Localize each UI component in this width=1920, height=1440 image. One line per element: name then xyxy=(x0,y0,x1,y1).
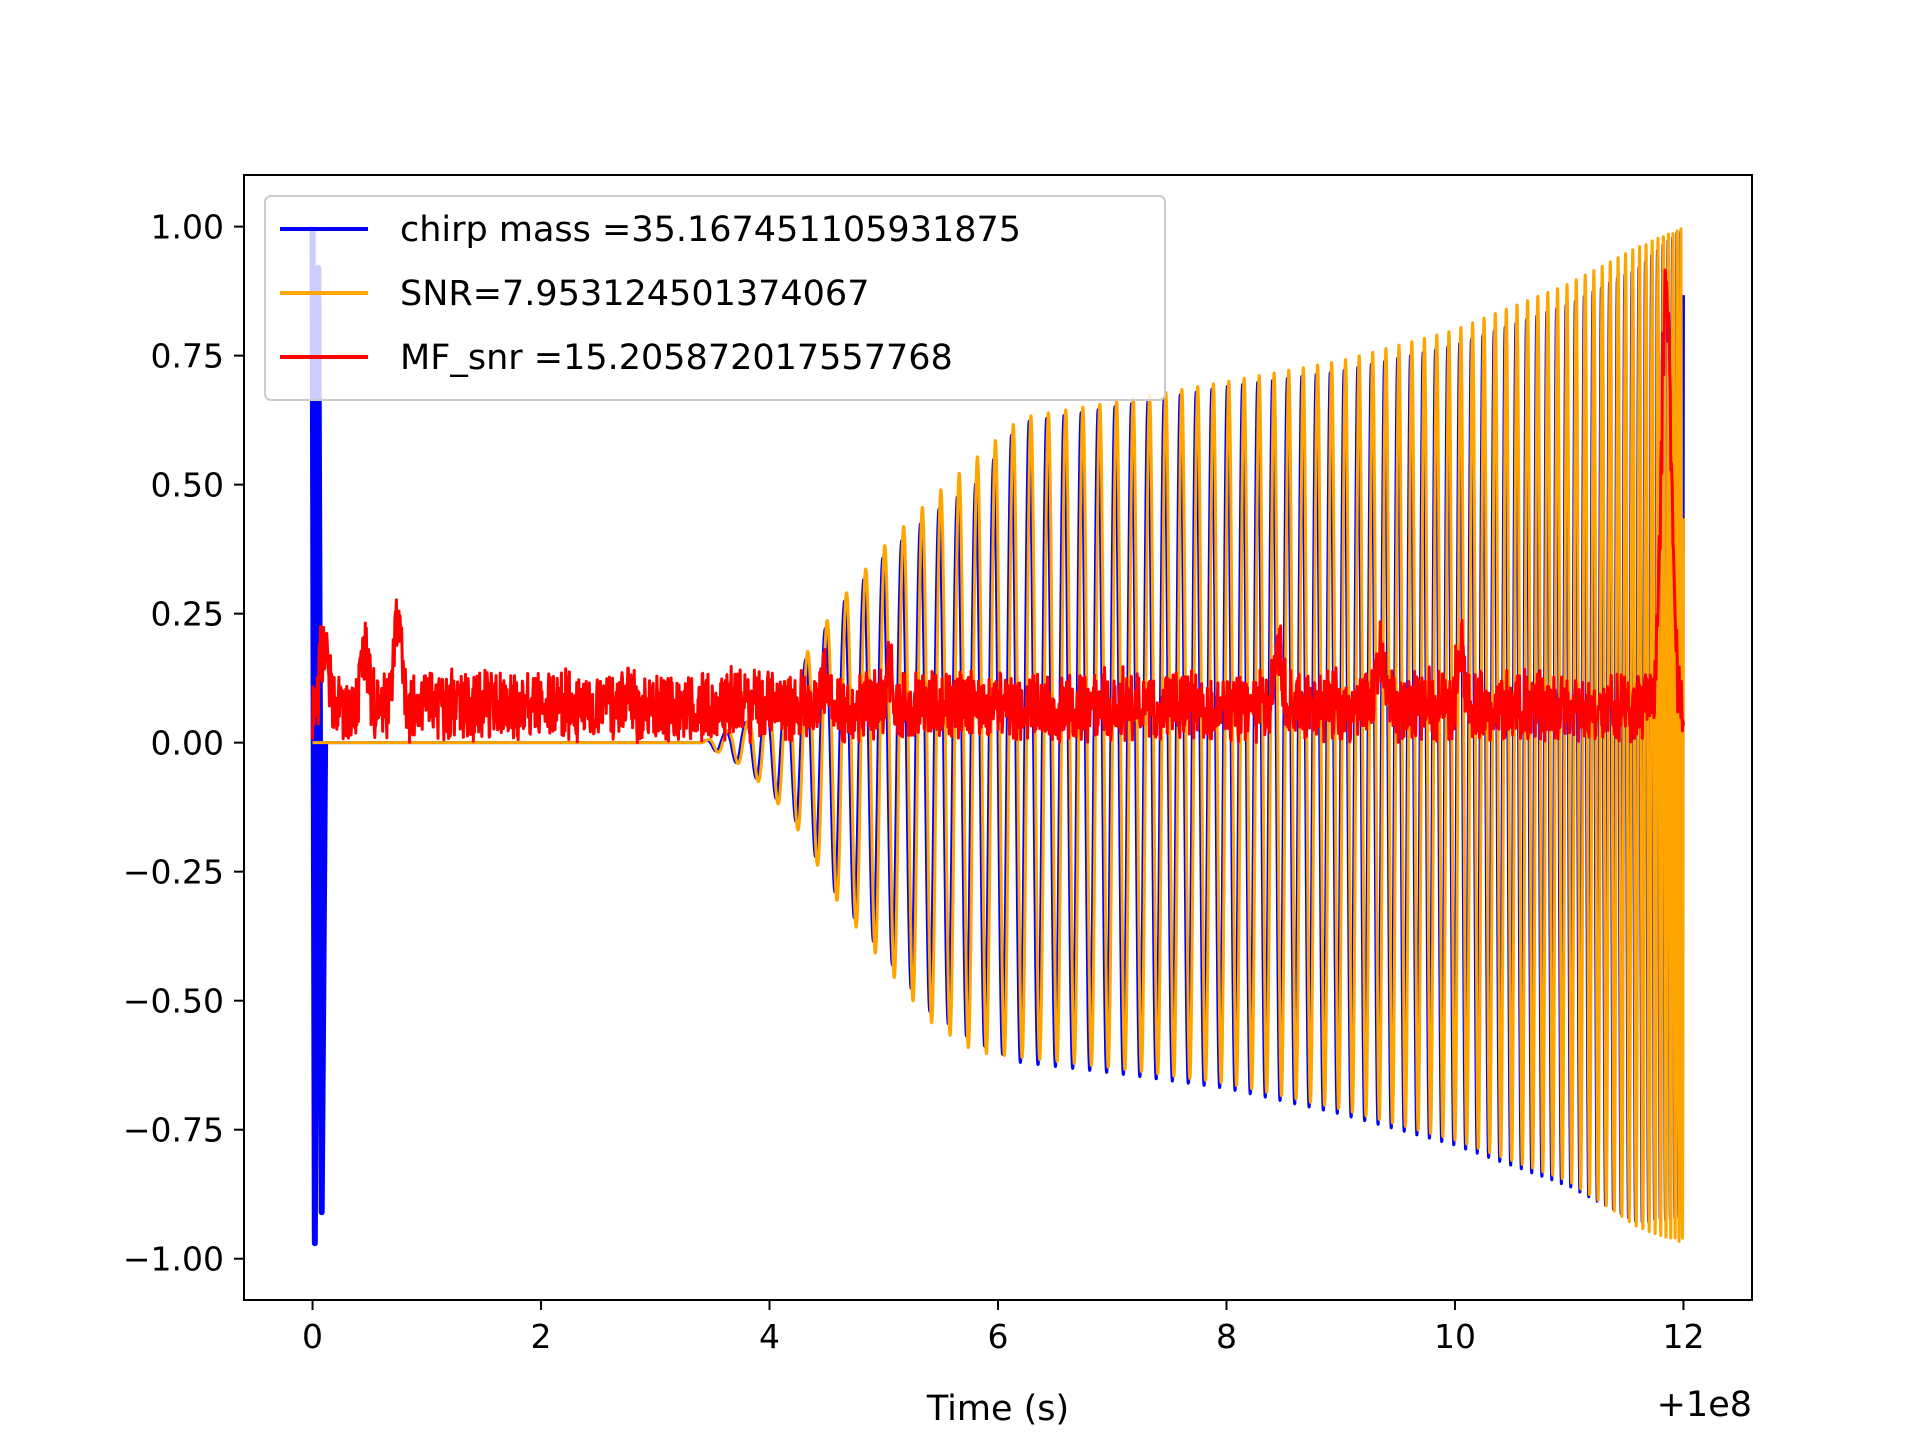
x-tick-label: 8 xyxy=(1216,1317,1237,1356)
y-tick-label: −0.50 xyxy=(123,982,224,1021)
y-tick-label: −0.25 xyxy=(123,853,224,892)
legend-box xyxy=(264,195,1166,401)
y-axis: 1.00 0.75 0.50 0.25 0.00 −0.25 −0.50 −0.75 −1.00 xyxy=(123,208,244,1279)
y-tick-label: 0.75 xyxy=(151,337,224,376)
y-tick-label: −1.00 xyxy=(123,1240,224,1279)
x-tick-label: 2 xyxy=(531,1317,552,1356)
legend-entry: MF_snr =15.205872017557768 xyxy=(400,338,953,378)
x-axis-label: Time (s) xyxy=(926,1389,1069,1429)
series-line-mf-snr xyxy=(311,268,1685,745)
x-tick-label: 12 xyxy=(1662,1317,1704,1356)
x-offset-label: +1e8 xyxy=(1657,1385,1752,1425)
x-axis: 0 2 4 6 8 10 12 xyxy=(302,1300,1704,1356)
series-line-snr xyxy=(311,227,1685,1243)
legend-entry: SNR=7.953124501374067 xyxy=(400,274,869,314)
x-tick-label: 4 xyxy=(759,1317,780,1356)
y-tick-label: 0.00 xyxy=(151,724,224,763)
legend: chirp mass =35.167451105931875 SNR=7.9531… xyxy=(264,195,1166,401)
legend-entry: chirp mass =35.167451105931875 xyxy=(400,210,1021,250)
x-tick-label: 6 xyxy=(988,1317,1009,1356)
y-tick-label: −0.75 xyxy=(123,1111,224,1150)
y-tick-label: 1.00 xyxy=(151,208,224,247)
x-tick-label: 10 xyxy=(1434,1317,1476,1356)
y-tick-label: 0.25 xyxy=(151,595,224,634)
y-tick-label: 0.50 xyxy=(151,466,224,505)
x-tick-label: 0 xyxy=(302,1317,323,1356)
